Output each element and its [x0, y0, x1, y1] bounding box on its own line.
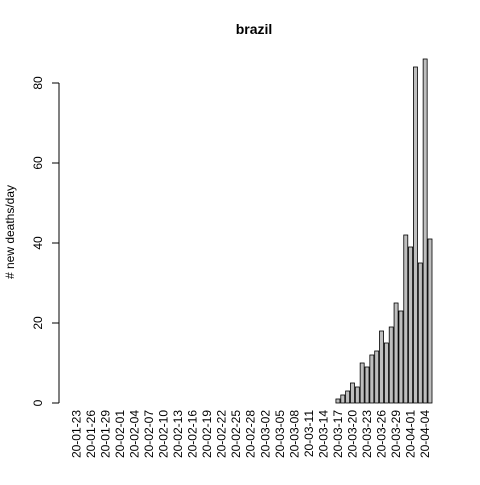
- x-tick-label: 20-02-22: [215, 410, 229, 458]
- bar: [350, 382, 355, 404]
- bar: [335, 398, 341, 404]
- y-tick-label: 20: [31, 316, 45, 330]
- x-tick-label: 20-02-01: [113, 410, 127, 458]
- x-tick-label: 20-03-11: [302, 410, 316, 457]
- x-tick-label: 20-01-29: [98, 410, 112, 458]
- bar: [427, 238, 433, 404]
- x-axis: 20-01-23 20-01-26 20-01-29 20-02-01 20-02-04…: [69, 410, 432, 458]
- x-tick-label: 20-04-01: [404, 410, 418, 458]
- x-tick-label: 20-02-10: [157, 410, 171, 458]
- x-tick-label: 20-02-19: [200, 410, 214, 458]
- bar: [403, 234, 409, 404]
- y-tick-label: 40: [31, 236, 45, 250]
- x-tick-label: 20-03-23: [360, 410, 374, 458]
- y-axis: 0 20 40 60 80: [31, 76, 60, 406]
- bar: [369, 354, 375, 404]
- bar: [422, 58, 428, 404]
- x-tick-label: 20-03-05: [273, 410, 287, 458]
- x-tick-label: 20-02-16: [186, 410, 200, 458]
- bars: [335, 58, 433, 404]
- y-tick-label: 80: [31, 76, 45, 90]
- bar: [388, 326, 394, 404]
- x-tick-label: 20-03-02: [258, 410, 272, 458]
- x-tick-label: 20-03-29: [389, 410, 403, 458]
- bar: [413, 66, 418, 404]
- bar: [379, 330, 384, 404]
- bar: [374, 350, 380, 404]
- x-tick-label: 20-02-13: [171, 410, 185, 458]
- bar: [383, 342, 389, 404]
- y-tick-label: 0: [31, 399, 45, 406]
- bar: [345, 390, 351, 404]
- bar: [393, 302, 399, 404]
- bar: [364, 366, 370, 404]
- bar: [354, 386, 360, 404]
- x-tick-label: 20-03-08: [287, 410, 301, 458]
- x-tick-label: 20-02-28: [244, 410, 258, 458]
- x-tick-label: 20-01-26: [84, 410, 98, 458]
- x-tick-label: 20-03-14: [316, 410, 330, 458]
- x-tick-label: 20-01-23: [69, 410, 83, 458]
- x-tick-label: 20-03-26: [375, 410, 389, 458]
- x-tick-label: 20-02-04: [127, 410, 141, 458]
- x-tick-label: 20-03-17: [331, 410, 345, 458]
- bar: [398, 310, 404, 404]
- bar: [340, 394, 346, 404]
- x-tick-label: 20-02-07: [142, 410, 156, 458]
- x-tick-label: 20-04-04: [418, 410, 432, 458]
- bar: [359, 362, 365, 404]
- bar: [408, 246, 414, 404]
- chart-title: brazil: [236, 21, 273, 37]
- y-tick-label: 60: [31, 156, 45, 170]
- y-axis-label: # new deaths/day: [3, 185, 17, 279]
- x-tick-label: 20-02-25: [229, 410, 243, 458]
- bar: [417, 262, 423, 404]
- x-tick-label: 20-03-20: [345, 410, 359, 458]
